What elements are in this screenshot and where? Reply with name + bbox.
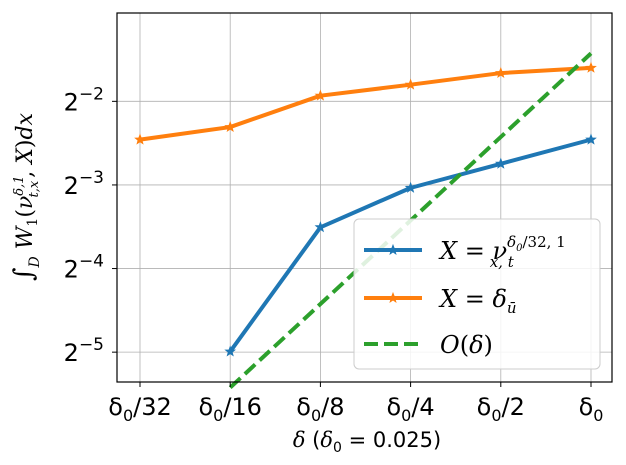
series-point: [224, 345, 237, 357]
series-point: [494, 66, 507, 79]
series-point: [585, 61, 597, 73]
legend-marker: [387, 243, 399, 255]
x-tick-label: δ0/8: [296, 393, 344, 425]
legend-label: O(δ): [440, 331, 493, 359]
y-axis-label: ∫D W1(νδ,1t,x, X)dx: [9, 112, 43, 281]
x-tick-label: δ0/16: [198, 393, 262, 425]
series-point: [134, 133, 146, 145]
series-point: [494, 157, 507, 169]
x-tick-labels: δ0/32 δ0/16 δ0/8 δ0/4 δ0/2 δ0: [108, 393, 603, 425]
x-tick-label: δ0/4: [386, 393, 434, 425]
series-point: [404, 181, 417, 193]
x-axis-label: δ (δ0 = 0.025): [293, 428, 441, 456]
series-line-1: [138, 65, 593, 142]
y-tick-label: 2−5: [64, 335, 104, 367]
series-point: [314, 221, 327, 233]
series-point: [585, 133, 597, 145]
y-tick-label: 2−4: [64, 252, 104, 284]
series-point: [314, 89, 327, 101]
x-tick-label: δ0/2: [477, 393, 525, 425]
y-tick-label: 2−2: [64, 84, 104, 116]
y-tick-labels: 2−2 2−3 2−4 2−5: [64, 84, 104, 367]
x-tick-label: δ0: [579, 393, 604, 425]
series-point: [224, 120, 237, 133]
series-point: [404, 78, 417, 90]
legend-box: [353, 218, 601, 370]
legend: X = νδ0/32, 1 x, tX = δūO(δ): [353, 218, 601, 370]
legend-marker: [387, 291, 399, 303]
y-tick-label: 2−3: [64, 168, 104, 200]
tick-marks: [112, 100, 592, 387]
legend-label: X = δū: [438, 285, 517, 317]
plot-frame: [116, 12, 613, 383]
x-tick-label: δ0/32: [108, 393, 172, 425]
